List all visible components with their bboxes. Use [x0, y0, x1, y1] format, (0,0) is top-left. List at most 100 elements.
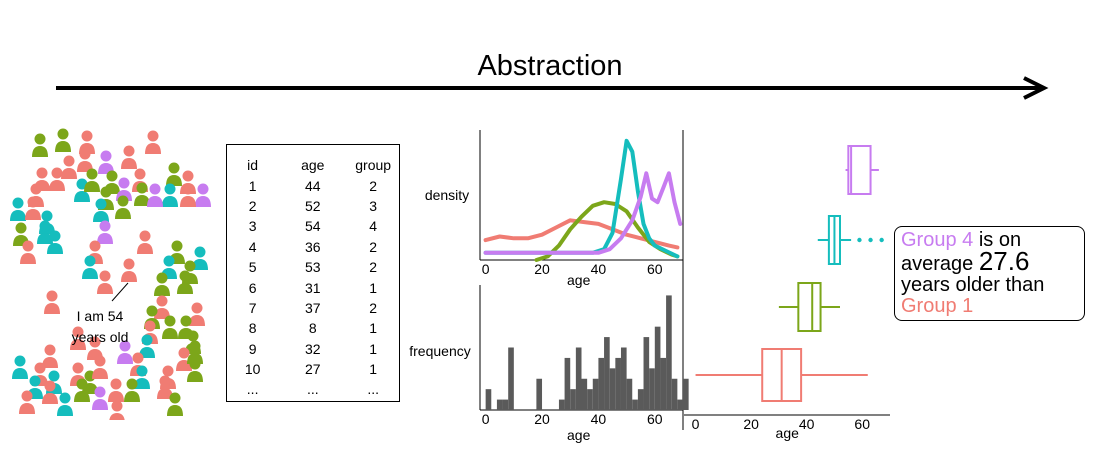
hist-bar [598, 357, 605, 410]
hist-bar [683, 378, 689, 410]
hist-bar [626, 378, 633, 410]
hist-bar [592, 378, 599, 410]
cell-id: 6 [248, 279, 257, 296]
person-icon [77, 148, 93, 172]
table-row: 4 36 2 [227, 237, 399, 257]
density-tick-label: 60 [647, 261, 663, 277]
table-row: 8 8 1 [227, 318, 399, 338]
person-icon [92, 355, 108, 379]
person-icon [12, 355, 28, 379]
cell-group: 4 [369, 218, 378, 235]
person-icon [154, 272, 170, 296]
person-icon [109, 400, 125, 420]
density-line-group-4 [483, 171, 683, 255]
person-icon [162, 315, 178, 339]
cell-group: 3 [369, 197, 378, 214]
hist-bar [502, 399, 509, 410]
speech-pointer [111, 282, 129, 302]
person-icon [108, 378, 124, 402]
hist-bar [654, 326, 661, 410]
cell-group: 1 [369, 320, 378, 337]
box-tick-label: 0 [692, 416, 700, 432]
person-icon [55, 128, 71, 152]
hist-bar [558, 399, 565, 410]
hist-bar [637, 389, 644, 410]
person-icon [37, 220, 53, 244]
cell-id: 3 [248, 218, 257, 235]
cell-group: 1 [369, 279, 378, 296]
frequency-ylabel: frequency [409, 343, 470, 359]
hist-bar [485, 389, 492, 410]
person-icon [157, 375, 173, 399]
hist-bar [508, 347, 514, 410]
person-icon [57, 392, 73, 416]
cell-age: 31 [305, 279, 321, 296]
person-icon [19, 390, 35, 414]
cell-age: 54 [305, 218, 321, 235]
hist-bar [609, 368, 616, 410]
hist-bar [536, 378, 543, 410]
table-row: 7 37 2 [227, 298, 399, 318]
person-icon [49, 167, 65, 191]
hist-bar [677, 399, 683, 410]
person-icon [177, 270, 193, 294]
table-row: 1 44 2 [227, 175, 399, 195]
cell-age: 52 [305, 197, 321, 214]
cell-id: ... [246, 381, 259, 398]
person-icon [74, 178, 90, 202]
hist-bar [496, 399, 503, 410]
density-tick-label: 20 [534, 261, 550, 277]
table-row: ......... [227, 379, 399, 399]
table-row: 6 31 1 [227, 277, 399, 297]
person-icon [134, 182, 150, 206]
diagram-title: Abstraction [477, 50, 623, 82]
hist-tick-label: 40 [591, 411, 607, 427]
cell-group: ... [367, 381, 379, 398]
speech-line-1: I am 54 [77, 308, 124, 324]
hist-tick-label: 20 [534, 411, 550, 427]
box-group-3 [817, 215, 884, 265]
cell-age: 44 [305, 177, 321, 194]
crowd-of-people: I am 54 years old [10, 128, 211, 420]
cell-group: 1 [369, 361, 378, 378]
cell-id: 5 [248, 259, 257, 276]
table-row: 5 53 2 [227, 257, 399, 277]
callout-text-2: average [901, 253, 979, 275]
person-icon [166, 162, 182, 186]
box-tick-label: 40 [799, 416, 815, 432]
person-icon [147, 183, 163, 207]
box-outlier [879, 237, 884, 243]
person-icon [32, 133, 48, 157]
header-id: id [247, 157, 259, 174]
person-icon [27, 375, 43, 399]
cell-id: 4 [248, 238, 257, 255]
hist-bar [660, 357, 667, 410]
person-icon [20, 240, 36, 264]
hist-bar [666, 295, 672, 410]
person-icon [42, 380, 58, 404]
person-icon [139, 334, 155, 358]
person-icon [115, 195, 131, 219]
hist-tick-label: 0 [482, 411, 490, 427]
person-icon [192, 246, 208, 270]
person-icon [195, 183, 211, 207]
box-group-1 [695, 348, 868, 402]
hist-bar [570, 389, 576, 410]
hist-bar [575, 347, 582, 410]
hist-bar [643, 337, 650, 410]
person-icon [92, 386, 108, 410]
cell-age: 37 [305, 299, 321, 316]
cell-id: 1 [248, 177, 257, 194]
person-icon [74, 378, 90, 402]
cell-id: 7 [248, 299, 257, 316]
callout-group-b: Group 1 [901, 295, 974, 317]
person-icon [167, 392, 183, 416]
cell-group: 2 [369, 238, 378, 255]
person-icon [82, 255, 98, 279]
cell-group: 2 [369, 299, 378, 316]
hist-xlabel: age [567, 427, 591, 443]
box-xlabel: age [776, 425, 800, 441]
cell-age: 27 [305, 361, 321, 378]
person-icon [121, 145, 137, 169]
